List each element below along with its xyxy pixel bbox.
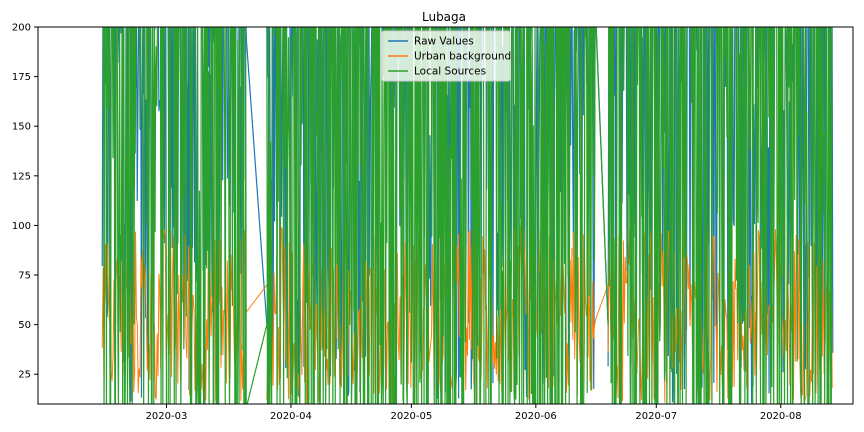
y-tick-label: 100 [12,221,31,232]
x-tick-label: 2020-07 [635,411,677,422]
series-local-sources [102,27,833,404]
y-tick-label: 50 [18,320,31,331]
x-tick-label: 2020-08 [760,411,802,422]
legend-label: Raw Values [414,36,474,48]
legend: Raw Values Urban background Local Sources [381,30,511,82]
y-tick-label: 150 [12,122,31,133]
plot-area [101,27,834,404]
chart-title: Lubaga [422,10,466,24]
x-axis: 2020-03 2020-04 2020-05 2020-06 2020-07 2020-… [146,404,802,422]
y-tick-label: 125 [12,171,31,182]
y-tick-label: 200 [12,23,31,34]
y-tick-label: 175 [12,72,31,83]
x-tick-label: 2020-03 [146,411,188,422]
x-tick-label: 2020-06 [515,411,557,422]
legend-box [381,30,511,82]
x-tick-label: 2020-04 [270,411,312,422]
y-tick-label: 75 [18,271,31,282]
axes-frame [37,26,854,405]
legend-label: Local Sources [414,66,486,78]
y-axis: 25 50 75 100 125 150 175 200 [12,23,38,381]
y-tick-label: 25 [18,370,31,381]
x-tick-label: 2020-05 [390,411,432,422]
legend-label: Urban background [414,51,511,63]
